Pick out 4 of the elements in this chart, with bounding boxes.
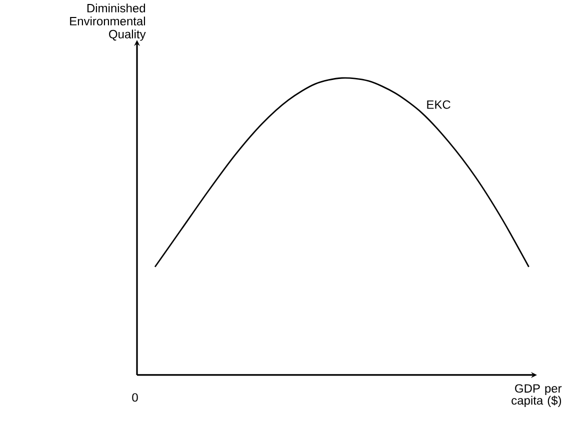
series-label: EKC — [427, 100, 450, 109]
y-axis-title: Diminished Environmental Quality — [70, 4, 146, 41]
text: 0 — [132, 393, 138, 402]
x-axis-title: GDP per capita ($) — [512, 384, 562, 408]
